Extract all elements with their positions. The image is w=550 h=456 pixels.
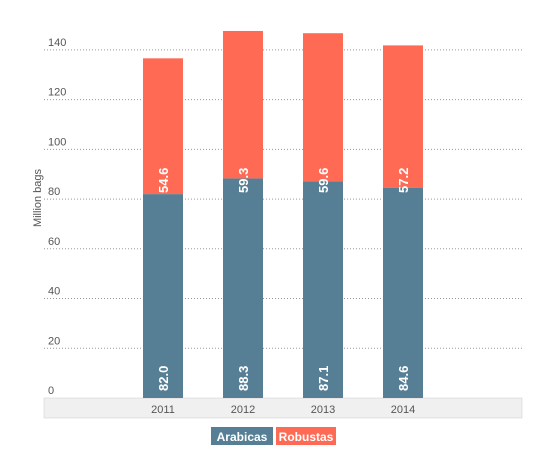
- x-tick-label: 2014: [391, 404, 415, 416]
- y-tick-label: 120: [48, 87, 66, 99]
- y-tick-label: 140: [48, 37, 66, 49]
- data-label: 59.3: [236, 168, 251, 193]
- data-label: 84.6: [396, 366, 411, 391]
- legend-label-arabicas: Arabicas: [217, 430, 268, 444]
- y-tick-label: 0: [48, 385, 54, 397]
- data-label: 54.6: [156, 168, 171, 193]
- bar-robustas-2013: [303, 33, 343, 182]
- y-tick-label: 100: [48, 136, 66, 148]
- bar-arabicas-2014: [383, 187, 423, 398]
- gridlines: [44, 49, 522, 349]
- x-tick-label: 2013: [311, 404, 335, 416]
- bar-robustas-2011: [143, 58, 183, 195]
- legend-swatch-robustas: [276, 427, 336, 445]
- bar-arabicas-2012: [223, 178, 263, 398]
- data-label: 82.0: [156, 366, 171, 391]
- bar-arabicas-2011: [143, 194, 183, 398]
- x-tick-label: 2012: [231, 404, 255, 416]
- data-label: 59.6: [316, 168, 331, 193]
- y-tick-label: 60: [48, 236, 60, 248]
- y-tick-label: 80: [48, 186, 60, 198]
- data-label: 88.3: [236, 366, 251, 391]
- legend-swatch-arabicas: [211, 427, 273, 445]
- y-tick-label: 40: [48, 286, 60, 298]
- x-axis-band: [43, 397, 523, 419]
- y-axis-label: Million bags: [32, 168, 44, 227]
- legend-label-robustas: Robustas: [279, 430, 334, 444]
- x-axis-ticks: 2011 2012 2013 2014: [151, 404, 415, 416]
- legend: Arabicas Robustas: [211, 427, 336, 445]
- y-tick-label: 20: [48, 335, 60, 347]
- bar-robustas-2012: [223, 30, 263, 179]
- x-tick-label: 2011: [151, 404, 175, 416]
- bars: 82.0 54.6 88.3 59.3 87.1 59.6 84.6 57.2: [143, 30, 423, 398]
- bar-arabicas-2013: [303, 181, 343, 398]
- data-label: 87.1: [316, 366, 331, 391]
- y-axis-ticks: 0 20 40 60 80 100 120 140: [48, 37, 66, 397]
- bar-robustas-2014: [383, 45, 423, 188]
- data-label: 57.2: [396, 168, 411, 193]
